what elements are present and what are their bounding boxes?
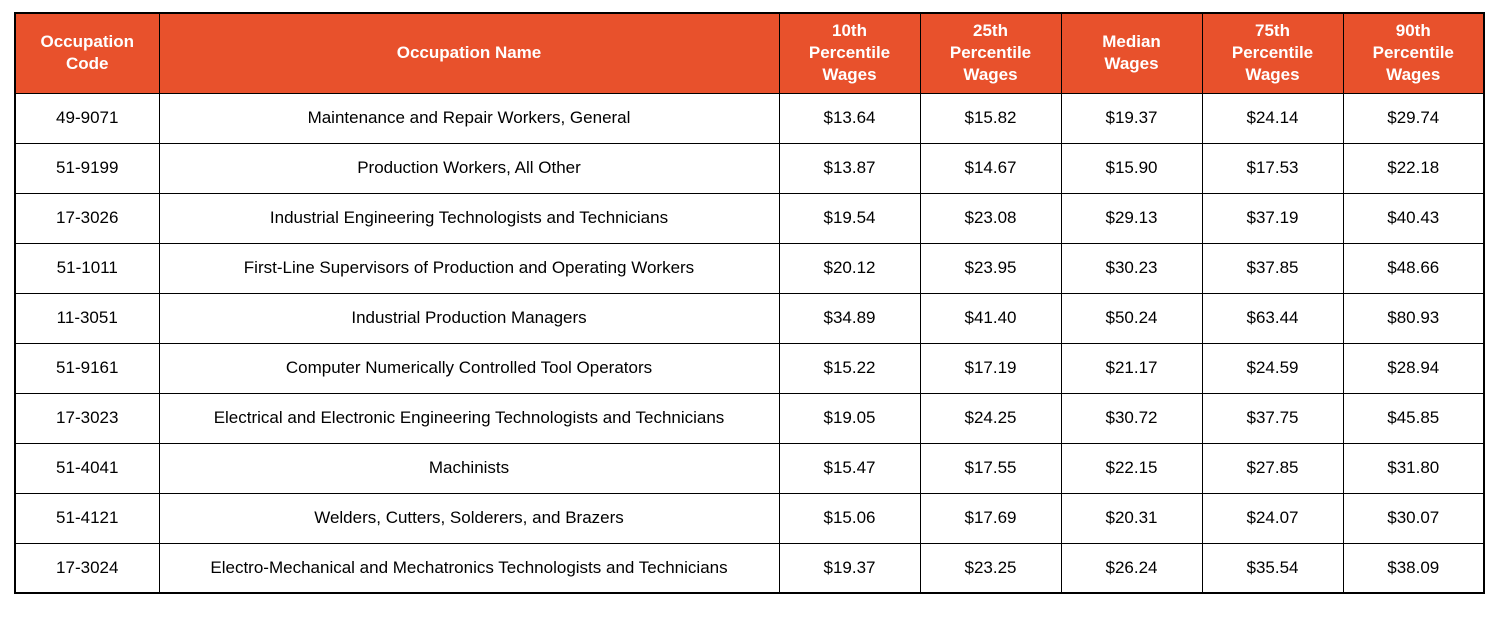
cell-wage-25th-percentile: $23.08 xyxy=(919,192,1062,244)
table-row: 17-3023 Electrical and Electronic Enginee… xyxy=(14,392,1485,444)
cell-wage-75th-percentile: $17.53 xyxy=(1201,142,1344,194)
cell-wage-median: $21.17 xyxy=(1060,342,1203,394)
table-body: 49-9071 Maintenance and Repair Workers, G… xyxy=(14,92,1485,594)
cell-wage-75th-percentile: $27.85 xyxy=(1201,442,1344,494)
cell-wage-90th-percentile: $38.09 xyxy=(1342,542,1485,594)
cell-wage-median: $26.24 xyxy=(1060,542,1203,594)
header-row: Occupation Code Occupation Name 10th Perce… xyxy=(14,12,1485,94)
cell-occupation-name: Production Workers, All Other xyxy=(158,142,780,194)
header-cell-wage-10th-percentile: 10th Percentile Wages xyxy=(778,12,921,94)
cell-wage-10th-percentile: $13.87 xyxy=(778,142,921,194)
table-row: 17-3024 Electro-Mechanical and Mechatroni… xyxy=(14,542,1485,594)
cell-wage-75th-percentile: $37.19 xyxy=(1201,192,1344,244)
cell-occupation-code: 51-4121 xyxy=(14,492,160,544)
cell-occupation-code: 51-1011 xyxy=(14,242,160,294)
cell-wage-25th-percentile: $15.82 xyxy=(919,92,1062,144)
cell-wage-90th-percentile: $40.43 xyxy=(1342,192,1485,244)
cell-occupation-code: 17-3026 xyxy=(14,192,160,244)
table-row: 51-9161 Computer Numerically Controlled T… xyxy=(14,342,1485,394)
header-cell-occupation-code: Occupation Code xyxy=(14,12,160,94)
cell-wage-90th-percentile: $29.74 xyxy=(1342,92,1485,144)
cell-wage-90th-percentile: $22.18 xyxy=(1342,142,1485,194)
cell-occupation-name: Electrical and Electronic Engineering Te… xyxy=(158,392,780,444)
cell-wage-10th-percentile: $34.89 xyxy=(778,292,921,344)
cell-wage-90th-percentile: $28.94 xyxy=(1342,342,1485,394)
cell-wage-10th-percentile: $15.47 xyxy=(778,442,921,494)
occupation-wage-table: Occupation Code Occupation Name 10th Perce… xyxy=(14,12,1485,594)
cell-occupation-code: 49-9071 xyxy=(14,92,160,144)
table-row: 51-1011 First-Line Supervisors of Product… xyxy=(14,242,1485,294)
cell-occupation-name: Industrial Engineering Technologists and… xyxy=(158,192,780,244)
header-cell-wage-25th-percentile: 25th Percentile Wages xyxy=(919,12,1062,94)
cell-wage-75th-percentile: $24.07 xyxy=(1201,492,1344,544)
cell-wage-median: $30.23 xyxy=(1060,242,1203,294)
cell-wage-25th-percentile: $14.67 xyxy=(919,142,1062,194)
cell-wage-median: $19.37 xyxy=(1060,92,1203,144)
cell-wage-median: $22.15 xyxy=(1060,442,1203,494)
cell-wage-median: $50.24 xyxy=(1060,292,1203,344)
cell-wage-10th-percentile: $19.37 xyxy=(778,542,921,594)
cell-wage-25th-percentile: $17.19 xyxy=(919,342,1062,394)
cell-wage-75th-percentile: $35.54 xyxy=(1201,542,1344,594)
header-cell-occupation-name: Occupation Name xyxy=(158,12,780,94)
cell-wage-25th-percentile: $17.69 xyxy=(919,492,1062,544)
cell-wage-median: $15.90 xyxy=(1060,142,1203,194)
cell-occupation-name: Industrial Production Managers xyxy=(158,292,780,344)
cell-occupation-name: Welders, Cutters, Solderers, and Brazers xyxy=(158,492,780,544)
header-cell-wage-75th-percentile: 75th Percentile Wages xyxy=(1201,12,1344,94)
cell-wage-10th-percentile: $20.12 xyxy=(778,242,921,294)
cell-occupation-code: 51-9161 xyxy=(14,342,160,394)
cell-wage-90th-percentile: $31.80 xyxy=(1342,442,1485,494)
cell-occupation-code: 51-9199 xyxy=(14,142,160,194)
cell-wage-median: $20.31 xyxy=(1060,492,1203,544)
cell-occupation-name: Computer Numerically Controlled Tool Ope… xyxy=(158,342,780,394)
cell-wage-10th-percentile: $19.05 xyxy=(778,392,921,444)
cell-wage-10th-percentile: $13.64 xyxy=(778,92,921,144)
cell-wage-25th-percentile: $23.25 xyxy=(919,542,1062,594)
cell-wage-90th-percentile: $80.93 xyxy=(1342,292,1485,344)
cell-occupation-code: 51-4041 xyxy=(14,442,160,494)
table-row: 17-3026 Industrial Engineering Technologi… xyxy=(14,192,1485,244)
cell-occupation-name: Electro-Mechanical and Mechatronics Tech… xyxy=(158,542,780,594)
cell-wage-10th-percentile: $15.22 xyxy=(778,342,921,394)
cell-wage-75th-percentile: $24.59 xyxy=(1201,342,1344,394)
cell-wage-75th-percentile: $63.44 xyxy=(1201,292,1344,344)
cell-occupation-code: 11-3051 xyxy=(14,292,160,344)
header-cell-wage-90th-percentile: 90th Percentile Wages xyxy=(1342,12,1485,94)
cell-occupation-name: Machinists xyxy=(158,442,780,494)
cell-wage-90th-percentile: $30.07 xyxy=(1342,492,1485,544)
cell-wage-25th-percentile: $23.95 xyxy=(919,242,1062,294)
table-row: 51-9199 Production Workers, All Other $13.… xyxy=(14,142,1485,194)
cell-wage-90th-percentile: $48.66 xyxy=(1342,242,1485,294)
table-row: 51-4121 Welders, Cutters, Solderers, and … xyxy=(14,492,1485,544)
header-cell-wage-median: Median Wages xyxy=(1060,12,1203,94)
cell-occupation-name: Maintenance and Repair Workers, General xyxy=(158,92,780,144)
cell-wage-90th-percentile: $45.85 xyxy=(1342,392,1485,444)
cell-wage-75th-percentile: $37.85 xyxy=(1201,242,1344,294)
table-row: 51-4041 Machinists $15.47 $17.55 $22.15 $27.8… xyxy=(14,442,1485,494)
cell-wage-10th-percentile: $19.54 xyxy=(778,192,921,244)
cell-occupation-code: 17-3024 xyxy=(14,542,160,594)
cell-wage-10th-percentile: $15.06 xyxy=(778,492,921,544)
cell-wage-25th-percentile: $17.55 xyxy=(919,442,1062,494)
cell-wage-25th-percentile: $24.25 xyxy=(919,392,1062,444)
table-row: 49-9071 Maintenance and Repair Workers, G… xyxy=(14,92,1485,144)
cell-wage-75th-percentile: $37.75 xyxy=(1201,392,1344,444)
cell-wage-median: $29.13 xyxy=(1060,192,1203,244)
cell-wage-75th-percentile: $24.14 xyxy=(1201,92,1344,144)
cell-wage-25th-percentile: $41.40 xyxy=(919,292,1062,344)
cell-occupation-name: First-Line Supervisors of Production and… xyxy=(158,242,780,294)
cell-occupation-code: 17-3023 xyxy=(14,392,160,444)
cell-wage-median: $30.72 xyxy=(1060,392,1203,444)
table-row: 11-3051 Industrial Production Managers $34… xyxy=(14,292,1485,344)
